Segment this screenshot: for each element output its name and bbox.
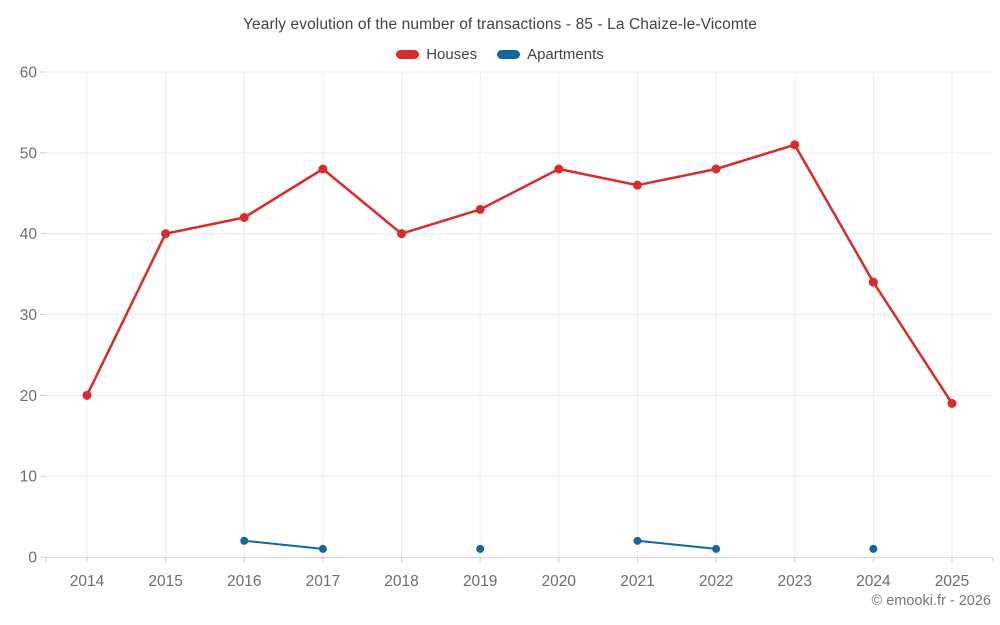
legend-item-apartments[interactable]: Apartments bbox=[497, 46, 604, 63]
legend-label-apartments: Apartments bbox=[527, 46, 604, 63]
apartments-data-point[interactable] bbox=[318, 544, 327, 553]
y-axis-label: 0 bbox=[28, 550, 37, 567]
x-axis-label: 2016 bbox=[227, 573, 261, 590]
y-axis-label: 10 bbox=[20, 469, 38, 486]
apartments-series-swatch-icon bbox=[497, 50, 521, 59]
x-axis-label: 2025 bbox=[935, 573, 969, 590]
x-axis-label: 2021 bbox=[620, 573, 654, 590]
houses-data-point[interactable] bbox=[397, 229, 407, 239]
houses-data-point[interactable] bbox=[868, 277, 878, 287]
y-axis-label: 40 bbox=[20, 226, 38, 243]
apartments-series-line bbox=[243, 539, 324, 550]
chart-legend: Houses Apartments bbox=[0, 46, 1000, 63]
houses-data-point[interactable] bbox=[161, 229, 171, 239]
houses-data-point[interactable] bbox=[947, 398, 957, 408]
y-axis-label: 20 bbox=[20, 388, 38, 405]
legend-item-houses[interactable]: Houses bbox=[396, 46, 477, 63]
y-axis-label: 60 bbox=[20, 65, 38, 82]
x-axis-label: 2017 bbox=[306, 573, 340, 590]
houses-data-point[interactable] bbox=[318, 164, 328, 174]
houses-series-line bbox=[85, 143, 954, 405]
x-axis-label: 2018 bbox=[384, 573, 418, 590]
apartments-data-point[interactable] bbox=[240, 536, 249, 545]
x-axis-label: 2019 bbox=[463, 573, 497, 590]
apartments-data-point[interactable] bbox=[476, 544, 485, 553]
apartments-series-line bbox=[636, 539, 718, 550]
x-axis-label: 2014 bbox=[70, 573, 105, 590]
apartments-data-point[interactable] bbox=[633, 536, 642, 545]
x-axis-label: 2022 bbox=[699, 573, 733, 590]
houses-data-point[interactable] bbox=[554, 164, 564, 174]
footer-credit: © emooki.fr - 2026 bbox=[871, 593, 991, 609]
houses-series-swatch-icon bbox=[396, 50, 420, 59]
y-axis-label: 50 bbox=[20, 145, 38, 162]
apartments-data-point[interactable] bbox=[869, 544, 878, 553]
x-axis-label: 2023 bbox=[777, 573, 811, 590]
houses-data-point[interactable] bbox=[239, 213, 249, 222]
houses-data-point[interactable] bbox=[475, 204, 485, 214]
houses-data-point[interactable] bbox=[711, 164, 721, 174]
legend-label-houses: Houses bbox=[426, 46, 478, 63]
apartments-data-point[interactable] bbox=[712, 544, 721, 553]
houses-data-point[interactable] bbox=[790, 140, 800, 150]
x-axis-label: 2020 bbox=[542, 573, 577, 590]
houses-data-point[interactable] bbox=[632, 180, 642, 190]
x-axis-label: 2015 bbox=[148, 573, 182, 590]
y-axis-label: 30 bbox=[20, 307, 38, 324]
x-axis-label: 2024 bbox=[856, 573, 891, 590]
houses-data-point[interactable] bbox=[82, 390, 92, 400]
chart-title: Yearly evolution of the number of transa… bbox=[242, 16, 757, 33]
